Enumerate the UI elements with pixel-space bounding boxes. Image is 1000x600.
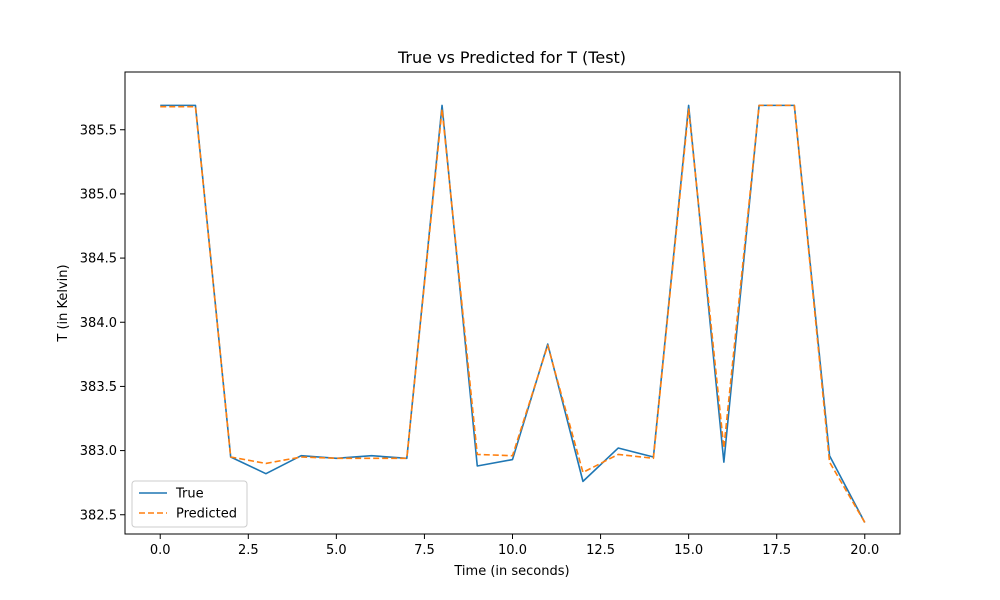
plot-area (125, 72, 900, 534)
x-tick-label: 17.5 (762, 543, 791, 558)
x-tick-label: 10.0 (498, 543, 527, 558)
y-tick-label: 385.5 (80, 123, 117, 138)
x-axis-label: Time (in seconds) (453, 564, 569, 579)
y-tick-label: 384.5 (80, 252, 117, 267)
legend-label-predicted: Predicted (176, 507, 237, 522)
series-line-predicted (160, 104, 866, 523)
legend-label-true: True (175, 487, 204, 502)
chart-title: True vs Predicted for T (Test) (397, 48, 626, 67)
x-tick-label: 5.0 (326, 543, 347, 558)
x-tick-label: 7.5 (414, 543, 435, 558)
y-axis-label: T (in Kelvin) (56, 264, 71, 342)
y-axis: 382.5 383.0 383.5 384.0 384.5 385.0 385.5 (80, 123, 125, 523)
x-tick-label: 0.0 (150, 543, 171, 558)
x-tick-label: 20.0 (850, 543, 879, 558)
y-tick-label: 384.0 (80, 316, 117, 331)
y-tick-label: 383.5 (80, 380, 117, 395)
series-line-true (160, 104, 866, 523)
legend: True Predicted (131, 480, 248, 528)
y-tick-label: 383.0 (80, 444, 117, 459)
x-tick-label: 2.5 (238, 543, 259, 558)
y-tick-label: 385.0 (80, 187, 117, 202)
x-tick-label: 12.5 (586, 543, 615, 558)
x-axis: 0.0 2.5 5.0 7.5 10.0 12.5 15.0 17.5 20.0 (150, 534, 879, 558)
plot-background (125, 72, 900, 534)
x-tick-label: 15.0 (674, 543, 703, 558)
y-tick-label: 382.5 (80, 508, 117, 523)
series-layer (160, 104, 866, 523)
